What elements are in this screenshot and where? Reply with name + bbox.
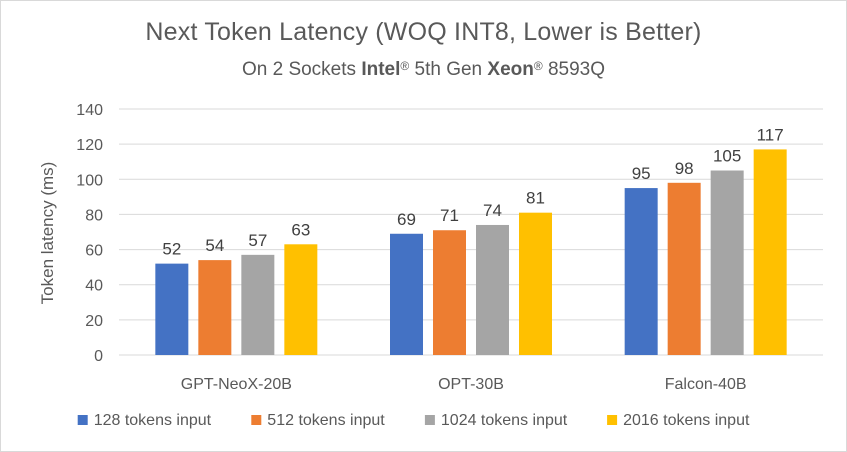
bar-gpt-neox-20b-2: [198, 260, 232, 355]
subtitle-brand-intel: Intel: [361, 59, 401, 80]
x-tick-label: GPT-NeoX-20B: [181, 376, 292, 393]
bar-opt-30b-4: [519, 212, 552, 355]
chart-subtitle: On 2 Sockets Intel® 5th Gen Xeon® 8593Q: [1, 59, 846, 81]
subtitle-brand-xeon: Xeon: [487, 59, 534, 80]
legend-entry: 2016 tokens input: [623, 412, 750, 429]
y-tick-label: 20: [85, 313, 103, 330]
bars: [155, 149, 787, 355]
x-tick-label: OPT-30B: [438, 376, 504, 393]
y-tick-label: 60: [85, 243, 103, 260]
bar-gpt-neox-20b-1: [155, 263, 189, 355]
bar-opt-30b-1: [390, 233, 423, 355]
legend: 128 tokens input 512 tokens input 1024 tok…: [77, 412, 750, 429]
data-label: 57: [248, 231, 267, 250]
data-label: 63: [291, 220, 310, 239]
legend-entry: 512 tokens input: [267, 412, 385, 429]
y-tick-label: 40: [85, 278, 103, 295]
y-axis-label: Token latency (ms): [38, 162, 57, 305]
bar-gpt-neox-20b-3: [241, 254, 275, 355]
y-tick-label: 140: [76, 102, 103, 119]
x-axis-ticks: GPT-NeoX-20B OPT-30B Falcon-40B: [181, 376, 747, 393]
legend-swatch: [424, 415, 435, 425]
y-tick-label: 100: [76, 172, 103, 189]
legend-swatch: [77, 415, 88, 425]
bar-falcon-40b-3: [710, 170, 744, 355]
data-label: 71: [440, 206, 459, 225]
data-label: 95: [632, 164, 651, 183]
y-axis-ticks: 0 20 40 60 80 100 120 140: [76, 102, 103, 365]
bar-falcon-40b-4: [753, 149, 787, 355]
gridlines: [119, 108, 823, 356]
legend-swatch: [251, 415, 262, 425]
data-label: 105: [713, 147, 741, 166]
data-label: 54: [205, 236, 224, 255]
bar-falcon-40b-2: [667, 182, 701, 355]
data-label: 52: [162, 240, 181, 259]
subtitle-registered-mark-2: ®: [533, 59, 543, 73]
legend-entry: 1024 tokens input: [441, 412, 568, 429]
subtitle-registered-mark-1: ®: [400, 59, 410, 73]
data-label: 117: [757, 125, 784, 144]
bar-falcon-40b-1: [624, 188, 658, 355]
y-tick-label: 0: [94, 348, 103, 365]
y-tick-label: 80: [85, 207, 103, 224]
y-tick-label: 120: [76, 137, 103, 154]
bar-gpt-neox-20b-4: [284, 244, 318, 355]
x-tick-label: Falcon-40B: [665, 376, 747, 393]
data-label: 69: [397, 210, 416, 229]
data-label: 81: [526, 189, 545, 208]
subtitle-prefix: On 2 Sockets: [241, 59, 362, 80]
legend-entry: 128 tokens input: [94, 412, 212, 429]
data-label: 74: [483, 201, 502, 220]
data-label: 98: [675, 159, 694, 178]
legend-swatch: [607, 415, 618, 425]
subtitle-middle: 5th Gen: [409, 59, 488, 80]
subtitle-suffix: 8593Q: [542, 59, 606, 80]
bar-opt-30b-3: [476, 224, 509, 355]
bar-opt-30b-2: [433, 230, 466, 355]
data-labels: 52 54 57 63 69 71 74 81 95 98 105 117: [162, 125, 783, 258]
chart-title: Next Token Latency (WOQ INT8, Lower is B…: [145, 18, 702, 46]
